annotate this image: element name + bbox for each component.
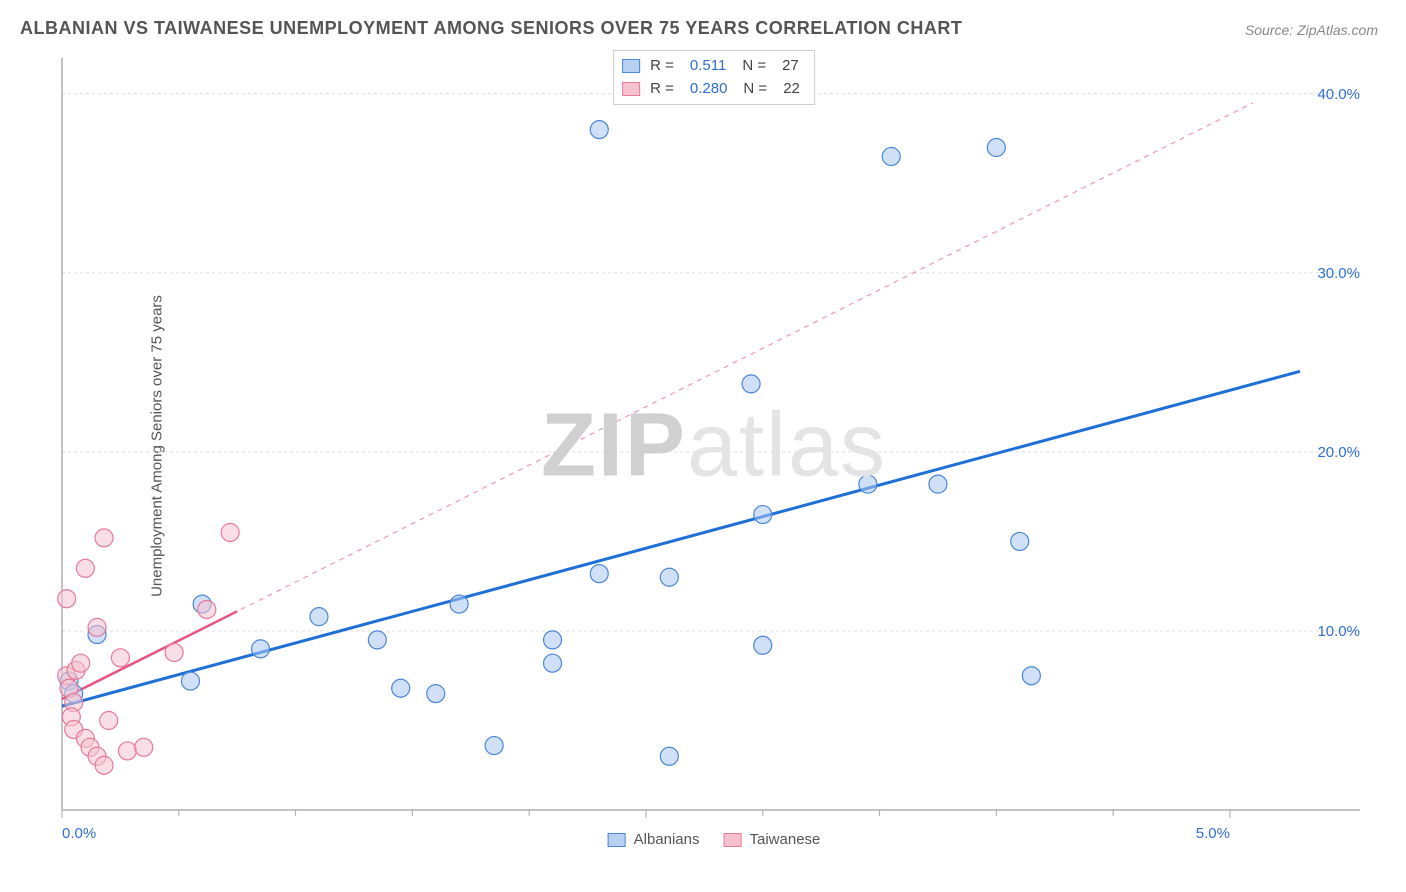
- legend-swatch: [622, 59, 640, 73]
- plot-area: ZIPatlas 0.0%5.0%10.0%20.0%30.0%40.0% R …: [50, 50, 1378, 852]
- legend-swatch: [724, 833, 742, 847]
- source-attribution: Source: ZipAtlas.com: [1245, 22, 1378, 38]
- chart-title: ALBANIAN VS TAIWANESE UNEMPLOYMENT AMONG…: [20, 18, 962, 39]
- n-value: 22: [783, 78, 800, 101]
- correlation-legend: R = 0.511 N = 27 R = 0.280 N = 22: [613, 50, 815, 105]
- svg-text:10.0%: 10.0%: [1317, 623, 1360, 640]
- r-value: 0.280: [690, 78, 728, 101]
- legend-item-taiwanese: Taiwanese: [724, 831, 821, 848]
- legend-swatch: [608, 833, 626, 847]
- svg-text:20.0%: 20.0%: [1317, 444, 1360, 461]
- legend-label: Taiwanese: [750, 831, 821, 848]
- svg-text:30.0%: 30.0%: [1317, 265, 1360, 282]
- legend-row-taiwanese: R = 0.280 N = 22: [622, 78, 806, 101]
- series-legend: Albanians Taiwanese: [608, 831, 821, 848]
- svg-text:5.0%: 5.0%: [1196, 825, 1230, 842]
- legend-label: Albanians: [634, 831, 700, 848]
- scatter-chart: 0.0% 5.0% 10.0% 20.0% 30.0% 40.0%: [50, 50, 1378, 852]
- legend-item-albanians: Albanians: [608, 831, 700, 848]
- legend-row-albanians: R = 0.511 N = 27: [622, 55, 806, 78]
- r-value: 0.511: [690, 55, 726, 78]
- svg-text:40.0%: 40.0%: [1317, 86, 1360, 103]
- n-value: 27: [782, 55, 799, 78]
- legend-swatch: [622, 82, 640, 96]
- svg-text:0.0%: 0.0%: [62, 825, 96, 842]
